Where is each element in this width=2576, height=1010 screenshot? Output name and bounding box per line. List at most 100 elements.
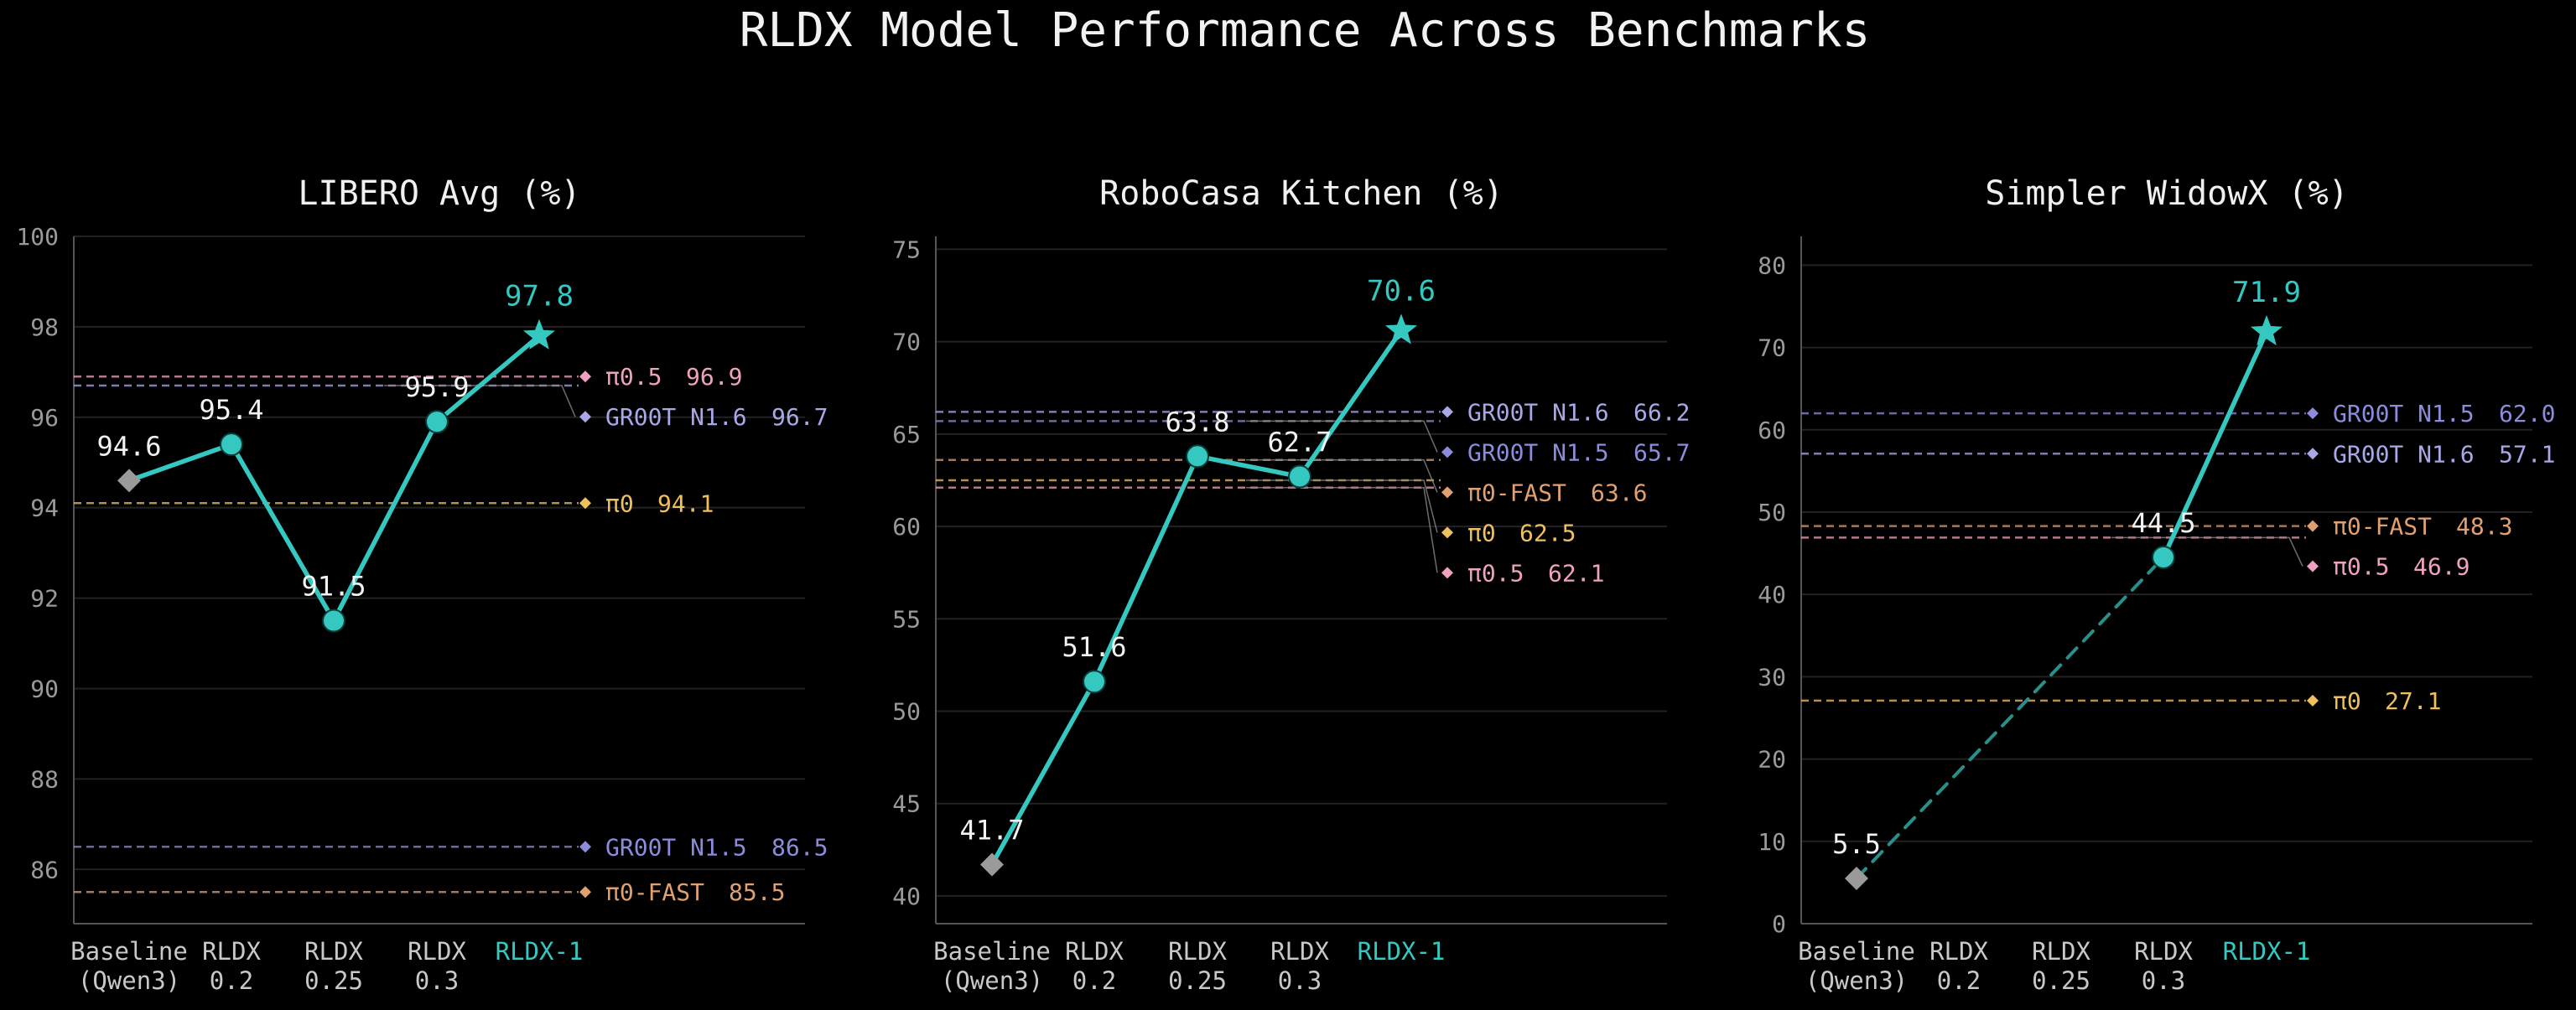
reference-name: π0 <box>1467 519 1496 546</box>
x-tick-label: RLDX <box>408 937 466 966</box>
x-tick-label: RLDX-1 <box>2223 937 2311 966</box>
y-tick-label: 70 <box>1758 334 1786 362</box>
reference-name: π0-FAST <box>605 878 704 906</box>
reference-name: π0-FAST <box>1467 479 1566 506</box>
reference-value: 62.1 <box>1548 559 1604 587</box>
x-tick-label-sub: 0.25 <box>1168 966 1227 995</box>
series-segment <box>331 419 439 624</box>
reference-diamond-icon <box>2307 560 2319 572</box>
reference-name: GR00T N1.5 <box>1467 438 1609 466</box>
series-segment <box>1297 328 1404 479</box>
data-label: 71.9 <box>2232 276 2301 309</box>
reference-name: π0 <box>605 489 634 517</box>
rldx-star-marker <box>1385 313 1417 344</box>
reference-diamond-icon <box>2307 448 2319 460</box>
chart-panel-3: Simpler WidowX (%) 0 10 20 30 40 50 60 70 80 GR00T… <box>1758 174 2555 995</box>
reference-value: 96.7 <box>771 403 828 431</box>
x-tick-label: RLDX-1 <box>496 937 584 966</box>
reference-diamond-icon <box>579 370 591 383</box>
x-tick-label: RLDX <box>1270 937 1329 966</box>
reference-name: π0 <box>2333 687 2361 715</box>
y-tick-label: 92 <box>30 585 59 613</box>
reference-diamond-icon <box>2307 520 2319 532</box>
reference-leader <box>1246 420 1438 453</box>
x-tick-label-sub: 0.3 <box>415 966 459 995</box>
data-point <box>2152 545 2175 569</box>
baseline-marker <box>117 469 141 493</box>
baseline-marker <box>980 852 1004 877</box>
y-tick-label: 20 <box>1758 746 1786 774</box>
data-label: 95.9 <box>404 371 469 403</box>
reference-leader <box>1246 487 1438 573</box>
reference-diamond-icon <box>579 411 591 423</box>
reference-leader <box>384 385 576 417</box>
reference-value: 62.5 <box>1519 519 1576 546</box>
y-tick-label: 86 <box>30 856 59 883</box>
data-label: 41.7 <box>959 814 1024 846</box>
reference-diamond-icon <box>1441 446 1453 458</box>
reference-value: 96.9 <box>686 363 742 391</box>
y-tick-label: 60 <box>1758 417 1786 444</box>
data-label: 70.6 <box>1367 274 1436 308</box>
x-tick-label: RLDX <box>1065 937 1124 966</box>
y-tick-label: 45 <box>892 790 921 818</box>
data-label: 63.8 <box>1165 406 1229 438</box>
reference-name: π0.5 <box>1467 559 1524 587</box>
reference-name: GR00T N1.5 <box>605 833 747 861</box>
x-tick-label: RLDX <box>1929 937 1988 966</box>
reference-diamond-icon <box>579 497 591 510</box>
y-tick-label: 50 <box>892 698 921 726</box>
chart-title: RoboCasa Kitchen (%) <box>1099 174 1504 213</box>
y-tick-label: 60 <box>892 513 921 541</box>
chart-panel-1: LIBERO Avg (%) 86 88 90 92 94 96 98 100 π0.5 96.9 G… <box>16 174 828 995</box>
y-tick-label: 80 <box>1758 251 1786 279</box>
data-label: 91.5 <box>301 571 366 603</box>
rldx-star-marker <box>2251 314 2283 346</box>
y-tick-label: 10 <box>1758 828 1786 856</box>
reference-value: 86.5 <box>771 833 828 861</box>
reference-value: 46.9 <box>2413 553 2470 581</box>
reference-name: π0.5 <box>605 363 662 391</box>
reference-value: 57.1 <box>2499 440 2555 468</box>
series-segment <box>989 679 1097 868</box>
data-point <box>1288 464 1311 489</box>
x-tick-label-sub: 0.25 <box>304 966 363 995</box>
reference-name: GR00T N1.5 <box>2333 400 2475 427</box>
series-segment-dashed <box>1855 555 2165 880</box>
x-tick-label: RLDX <box>304 937 363 966</box>
data-label: 51.6 <box>1062 631 1126 663</box>
reference-diamond-icon <box>2307 694 2319 707</box>
x-tick-label-sub: (Qwen3) <box>1805 966 1908 995</box>
data-label: 62.7 <box>1267 427 1332 458</box>
y-tick-label: 55 <box>892 605 921 633</box>
y-tick-label: 50 <box>1758 499 1786 526</box>
x-tick-label-sub: 0.2 <box>1072 966 1116 995</box>
reference-value: 66.2 <box>1633 398 1690 426</box>
data-label: 94.6 <box>96 430 161 462</box>
baseline-marker <box>1845 866 1868 890</box>
reference-value: 85.5 <box>729 878 785 906</box>
reference-leader <box>2111 536 2303 567</box>
x-tick-label: RLDX <box>2134 937 2193 966</box>
y-tick-label: 88 <box>30 765 59 793</box>
y-tick-label: 94 <box>30 495 59 522</box>
reference-value: 63.6 <box>1591 479 1647 506</box>
x-tick-label-sub: 0.3 <box>1278 966 1322 995</box>
reference-name: GR00T N1.6 <box>1467 398 1609 426</box>
data-label: 95.4 <box>199 394 263 426</box>
data-label: 97.8 <box>505 280 574 313</box>
data-point <box>1083 670 1106 694</box>
y-tick-label: 40 <box>1758 581 1786 609</box>
x-tick-label: RLDX <box>1168 937 1227 966</box>
reference-name: π0-FAST <box>2333 513 2432 541</box>
y-tick-label: 75 <box>892 236 921 263</box>
x-tick-label-sub: 0.25 <box>2032 966 2090 995</box>
series-segment <box>229 442 336 624</box>
x-tick-label-sub: 0.2 <box>1937 966 1981 995</box>
reference-name: GR00T N1.6 <box>605 403 747 431</box>
series-segment <box>1092 453 1200 684</box>
x-tick-label-sub: (Qwen3) <box>78 966 180 995</box>
chart-title: LIBERO Avg (%) <box>298 174 580 213</box>
